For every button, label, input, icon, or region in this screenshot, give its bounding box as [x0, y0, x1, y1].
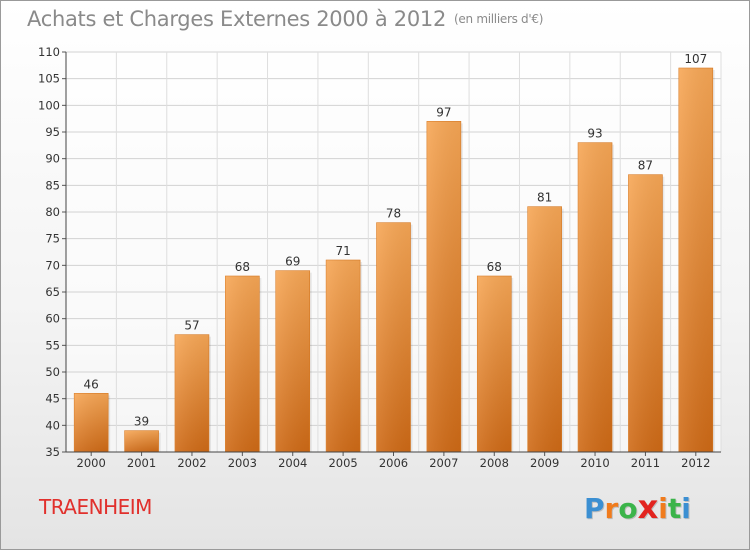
value-label-2001: 39	[134, 415, 149, 429]
logo-letter: i	[658, 492, 668, 525]
x-tick-label-2000: 2000	[77, 456, 106, 470]
x-tick-label-2002: 2002	[177, 456, 206, 470]
y-tick-label: 65	[45, 285, 60, 299]
bar-highlight	[225, 276, 260, 452]
y-tick-label: 75	[45, 232, 60, 246]
y-tick-label: 40	[45, 418, 60, 432]
value-label-2007: 97	[436, 105, 451, 119]
bar-highlight	[527, 206, 562, 452]
chart-unit-label: (en milliers d'€)	[454, 12, 544, 26]
x-tick-label-2005: 2005	[328, 456, 357, 470]
bar-highlight	[275, 270, 310, 452]
bar-highlight	[174, 334, 209, 452]
y-tick-label: 55	[45, 338, 60, 352]
bar-highlight	[376, 222, 411, 452]
x-tick-label-2003: 2003	[228, 456, 257, 470]
y-tick-label: 70	[45, 258, 60, 272]
value-label-2002: 57	[184, 319, 199, 333]
value-label-2011: 87	[638, 159, 653, 173]
x-tick-label-2010: 2010	[580, 456, 609, 470]
value-label-2003: 68	[235, 260, 250, 274]
y-tick-label: 35	[45, 445, 60, 459]
y-tick-label: 50	[45, 365, 60, 379]
bar-highlight	[628, 174, 663, 452]
bar-highlight	[426, 121, 461, 452]
y-tick-label: 105	[38, 72, 60, 86]
y-tick-label: 60	[45, 312, 60, 326]
x-tick-label-2001: 2001	[127, 456, 156, 470]
x-tick-label-2011: 2011	[631, 456, 660, 470]
y-tick-label: 95	[45, 125, 60, 139]
value-label-2006: 78	[386, 207, 401, 221]
y-tick-label: 80	[45, 205, 60, 219]
logo-letter: i	[681, 492, 691, 525]
x-tick-label-2012: 2012	[681, 456, 710, 470]
logo-letter: x	[637, 488, 659, 526]
chart-title: Achats et Charges Externes 2000 à 2012 (e…	[27, 7, 543, 31]
commune-name: TRAENHEIM	[39, 495, 152, 519]
logo-letter: o	[618, 492, 638, 525]
value-label-2009: 81	[537, 191, 552, 205]
value-label-2008: 68	[487, 260, 502, 274]
logo-letter: r	[604, 492, 619, 525]
chart-title-text: Achats et Charges Externes 2000 à 2012	[27, 7, 447, 31]
value-label-2000: 46	[84, 377, 99, 391]
y-tick-label: 100	[38, 98, 60, 112]
y-tick-label: 85	[45, 178, 60, 192]
bar-highlight	[74, 393, 109, 452]
value-label-2010: 93	[587, 127, 602, 141]
x-tick-label-2006: 2006	[379, 456, 408, 470]
x-tick-label-2009: 2009	[530, 456, 559, 470]
bar-highlight	[124, 430, 159, 452]
y-tick-label: 45	[45, 392, 60, 406]
bar-highlight	[578, 142, 613, 452]
value-label-2005: 71	[335, 244, 350, 258]
x-tick-label-2004: 2004	[278, 456, 307, 470]
logo-letter: t	[667, 492, 682, 525]
x-tick-label-2008: 2008	[480, 456, 509, 470]
proxiti-logo: Proxiti	[584, 488, 691, 526]
x-tick-label-2007: 2007	[429, 456, 458, 470]
value-label-2012: 107	[684, 52, 707, 66]
bars	[73, 67, 715, 453]
bar-highlight	[678, 68, 713, 452]
y-tick-label: 90	[45, 152, 60, 166]
value-label-2004: 69	[285, 255, 300, 269]
value-labels: 46 39 57 68 69 71 78 97 68 81 93 87 107	[84, 52, 708, 429]
bar-highlight	[477, 276, 512, 452]
logo-letter: P	[584, 492, 605, 525]
axes: 35 40 45 50 55 60 65 70 75 80 85 90 95 100 105 110 2000 2…	[38, 45, 721, 470]
bar-highlight	[326, 260, 361, 452]
y-tick-label: 110	[38, 45, 60, 59]
